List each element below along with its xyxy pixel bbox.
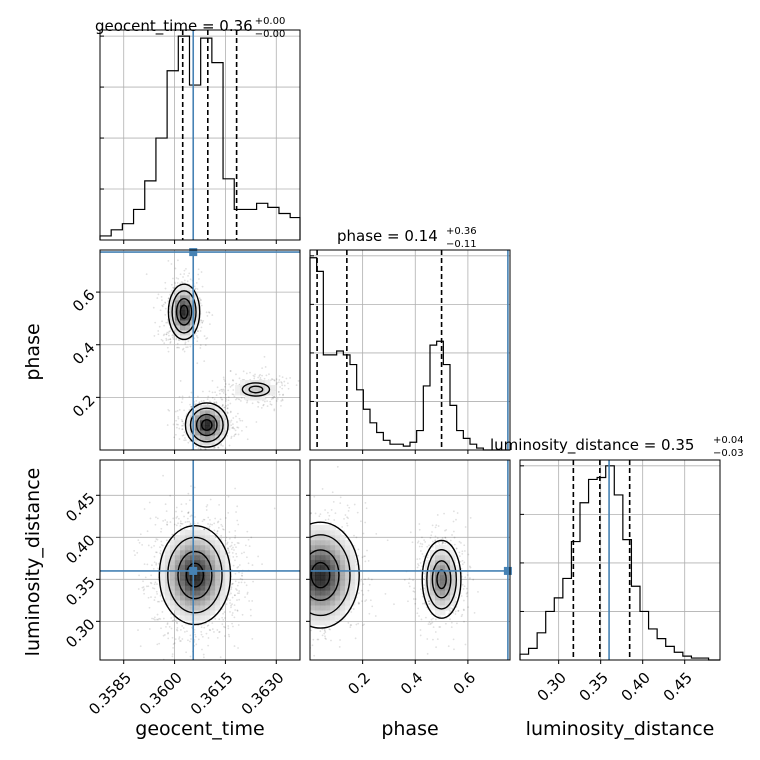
title-luminosity-distance-lower: −0.03	[713, 448, 744, 459]
hist-geocent-time-bars	[99, 35, 301, 240]
hist-luminosity-distance-xtick-label: 0.35	[576, 669, 612, 705]
hist-geocent-time-frame	[99, 29, 301, 241]
pair-phase-luminosity-distance-truth-marker	[503, 566, 512, 575]
pair-geocent-time-phase-truth-marker	[189, 248, 198, 257]
panel-geocent-time-vs-luminosity-distance: 0.3585 0.3600 0.3615 0.3630 0.30 0.35 0.40 0.45	[62, 459, 301, 719]
hist-luminosity-distance-frame	[519, 459, 721, 661]
pair-geocent-time-luminosity-distance-xtick-label: 0.3630	[238, 669, 288, 719]
title-geocent-time: geocent_time = 0.36	[95, 17, 253, 36]
panel-geocent-time-histogram	[99, 29, 301, 244]
pair-geocent-time-luminosity-distance-contours	[158, 525, 232, 626]
panel-phase-histogram	[309, 249, 511, 454]
title-phase: phase = 0.14	[337, 227, 438, 245]
title-geocent-time-lower: −0.00	[255, 29, 286, 40]
pair-phase-luminosity-distance-frame	[309, 459, 511, 661]
pair-geocent-time-luminosity-distance-frame	[99, 459, 301, 661]
pair-geocent-time-phase-contours	[167, 283, 271, 448]
hist-phase-frame	[309, 249, 511, 451]
ylabel-luminosity-distance: luminosity_distance	[22, 468, 44, 657]
pair-geocent-time-phase-ytick-label: 0.6	[69, 286, 99, 316]
pair-geocent-time-luminosity-distance-xtick-label: 0.3600	[136, 669, 186, 719]
ylabel-phase: phase	[22, 323, 44, 380]
pair-geocent-time-phase-ytick-label: 0.4	[69, 339, 99, 369]
pair-geocent-time-luminosity-distance-xtick-label: 0.3615	[187, 669, 237, 719]
pair-geocent-time-phase-content	[100, 250, 300, 450]
pair-geocent-time-luminosity-distance-ytick-label: 0.45	[62, 489, 98, 525]
pair-geocent-time-luminosity-distance-content	[100, 460, 300, 660]
hist-phase-bars	[309, 257, 510, 451]
title-phase-lower: −0.11	[446, 239, 477, 250]
panel-luminosity-distance-histogram: 0.30 0.35 0.40 0.45	[519, 459, 721, 705]
title-geocent-time-upper: +0.00	[255, 16, 286, 27]
panel-geocent-time-vs-phase: 0.2 0.4 0.6	[69, 248, 301, 454]
pair-phase-luminosity-distance-xtick-label: 0.2	[344, 669, 374, 699]
pair-geocent-time-phase-ytick-label: 0.2	[69, 391, 99, 421]
title-luminosity-distance-upper: +0.04	[713, 435, 744, 446]
pair-geocent-time-luminosity-distance-truth-marker	[189, 566, 198, 575]
pair-phase-luminosity-distance-xtick-label: 0.6	[450, 669, 480, 699]
xlabel-geocent-time: geocent_time	[135, 718, 264, 740]
xlabel-luminosity-distance: luminosity_distance	[526, 718, 715, 740]
pair-geocent-time-luminosity-distance-ytick-label: 0.35	[62, 573, 98, 609]
pair-geocent-time-luminosity-distance-ytick-label: 0.40	[62, 531, 98, 567]
hist-luminosity-distance-xtick-label: 0.40	[618, 669, 654, 705]
title-luminosity-distance: luminosity_distance = 0.35	[490, 436, 694, 455]
pair-geocent-time-luminosity-distance-ytick-label: 0.30	[62, 615, 98, 651]
pair-geocent-time-phase-frame	[99, 249, 301, 451]
pair-phase-luminosity-distance-content	[310, 460, 510, 660]
pair-phase-luminosity-distance-xtick-label: 0.4	[397, 669, 427, 699]
pair-geocent-time-luminosity-distance-xtick-label: 0.3585	[85, 669, 135, 719]
hist-luminosity-distance-xtick-label: 0.45	[660, 669, 696, 705]
title-phase-upper: +0.36	[446, 226, 477, 237]
pair-phase-luminosity-distance-contours	[310, 521, 462, 629]
hist-luminosity-distance-xtick-label: 0.30	[534, 669, 570, 705]
xlabel-phase: phase	[381, 718, 438, 740]
hist-luminosity-distance-bars	[519, 465, 720, 661]
